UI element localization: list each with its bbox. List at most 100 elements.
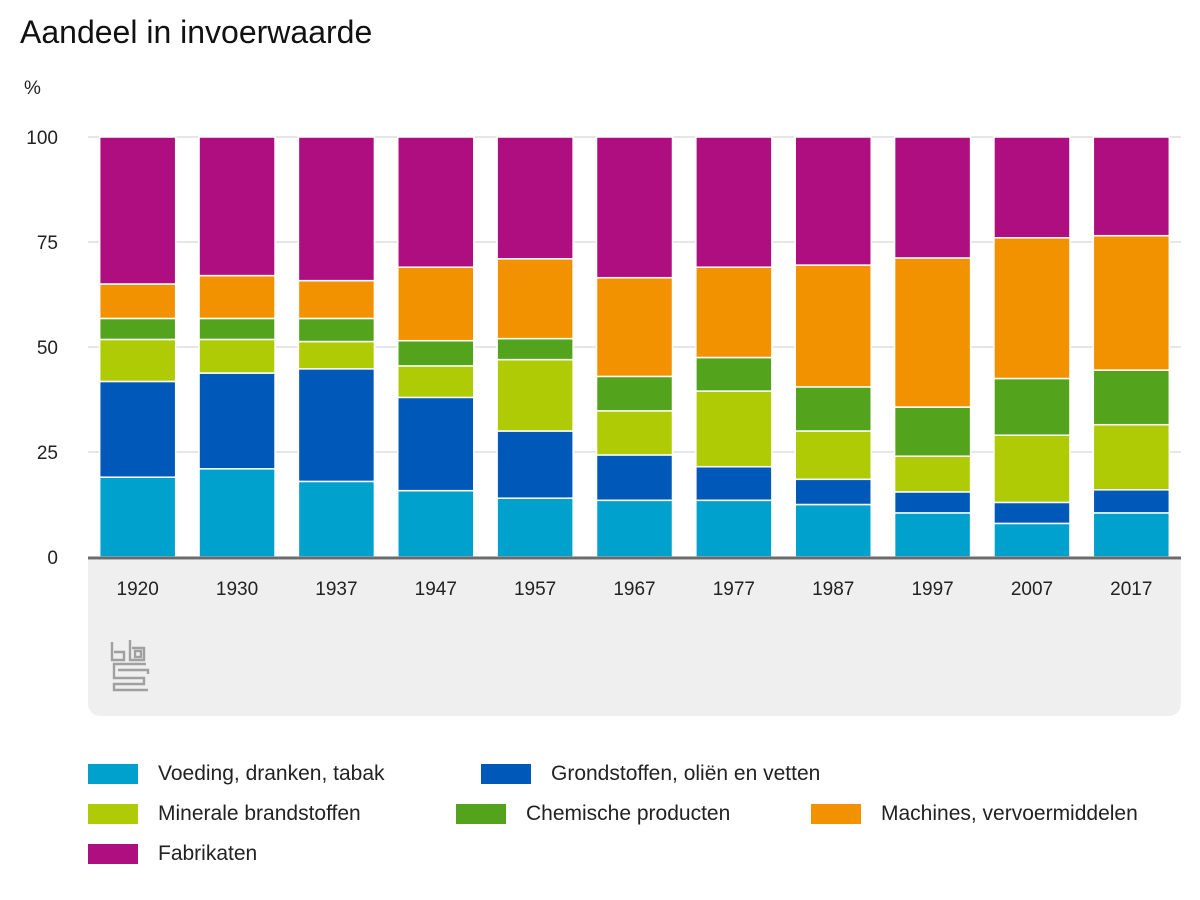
bar-segment [297,368,376,483]
bar-segment [198,468,276,558]
bar-segment [695,499,773,558]
stacked-bar-chart: 0 25 50 75 100 1920 1930 1937 1947 1957 1967 1977 19… [26,128,1181,600]
bar-segment [496,358,574,432]
bar-segment [893,512,972,558]
x-tick-label: 1930 [216,579,258,600]
bar-segment [794,136,872,266]
bar-segment [397,136,475,268]
legend-swatch [456,804,506,824]
legend-item: Grondstoffen, oliën en vetten [481,762,820,786]
bar-segment [297,480,376,558]
legend-label: Machines, vervoermiddelen [881,802,1138,825]
bar-segment [198,136,276,277]
legend-item: Machines, vervoermiddelen [811,802,1138,826]
y-axis-unit-label: % [24,78,41,99]
legend-item: Fabrikaten [88,842,257,866]
chart-title: Aandeel in invoerwaarde [20,14,373,50]
bar-segment [794,430,872,481]
bar-segment [595,375,674,412]
legend-swatch [811,804,861,824]
legend-swatch [88,844,138,864]
bar-segment [98,338,177,383]
bar-segment [297,136,376,282]
bar-segment [397,489,475,558]
bar-segment [695,136,773,268]
bar-segment [993,522,1071,558]
legend-label: Voeding, dranken, tabak [158,762,385,785]
bar-segment [496,430,574,499]
bar-segment [297,317,376,343]
bar-segment [397,396,475,492]
bar-segment [893,455,972,493]
bar-segment [993,136,1071,239]
legend-label: Minerale brandstoffen [158,802,361,825]
legend-item: Chemische producten [456,802,730,826]
cbs-logo [110,640,150,692]
bar-segment [496,258,574,340]
bar-segment [98,283,177,320]
x-tick-label: 1997 [911,579,953,600]
bar-segment [993,434,1071,504]
bar-segment [893,257,972,408]
bar-segment [198,274,276,320]
bar-segment [993,501,1071,525]
legend-label: Chemische producten [526,802,731,825]
bar-segment [397,339,475,367]
bar-segment [595,136,674,279]
bar-segment [695,390,773,468]
bar-segment [1092,489,1171,514]
bar-segment [893,406,972,457]
bar-segment [595,454,674,502]
bar-segment [297,340,376,370]
x-tick-label: 1967 [613,579,655,600]
bar-segment [993,377,1071,436]
y-tick-label: 100 [26,128,58,149]
bar-segment [794,386,872,432]
bar-segment [397,266,475,342]
bar-segment [794,503,872,558]
y-tick-label: 25 [37,443,58,464]
bar-segment [893,491,972,514]
chart-legend: Voeding, dranken, tabak Grondstoffen, oli… [88,762,1188,882]
bar-segment [496,497,574,558]
legend-swatch [88,804,138,824]
legend-swatch [481,764,531,784]
x-tick-label: 2007 [1011,579,1053,600]
bar-segment [595,499,674,558]
bar-segment [695,465,773,502]
x-tick-label: 1937 [315,579,357,600]
bar-segment [1092,512,1171,558]
bar-segment [993,237,1071,380]
bar-segment [198,338,276,374]
bar-segment [794,478,872,506]
bar-segment [496,337,574,361]
bar-segment [98,136,177,285]
bar-segment [794,264,872,388]
bar-segment [595,410,674,456]
legend-swatch [88,764,138,784]
x-tick-label: 1947 [415,579,457,600]
bar-segment [893,136,972,259]
bar-segment [98,380,177,478]
bar-segment [1092,369,1171,426]
x-tick-label: 1920 [117,579,159,600]
y-tick-label: 0 [47,548,58,569]
bar-segment [1092,136,1171,237]
x-axis-panel [88,560,1181,716]
bar-segment [496,136,574,260]
bar-segment [198,317,276,341]
bar-segment [198,372,276,470]
legend-item: Minerale brandstoffen [88,802,361,826]
legend-item: Voeding, dranken, tabak [88,762,385,786]
bar-segment [297,279,376,320]
x-tick-label: 2017 [1110,579,1152,600]
x-tick-label: 1977 [713,579,755,600]
bar-segment [98,317,177,341]
legend-label: Grondstoffen, oliën en vetten [551,762,821,785]
bar-segment [595,276,674,378]
legend-label: Fabrikaten [158,842,258,865]
bar-segment [98,476,177,558]
y-tick-label: 75 [37,233,58,254]
bar-segment [1092,234,1171,371]
y-tick-label: 50 [37,338,58,359]
